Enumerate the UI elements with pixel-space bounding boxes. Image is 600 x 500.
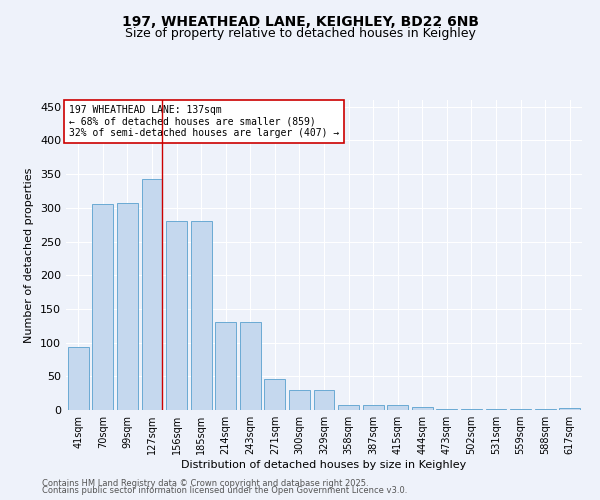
Bar — [240, 322, 261, 410]
Bar — [387, 406, 408, 410]
Text: Size of property relative to detached houses in Keighley: Size of property relative to detached ho… — [125, 28, 475, 40]
Bar — [289, 390, 310, 410]
Bar — [338, 404, 359, 410]
Bar — [412, 406, 433, 410]
Bar — [117, 203, 138, 410]
Bar — [559, 408, 580, 410]
X-axis label: Distribution of detached houses by size in Keighley: Distribution of detached houses by size … — [181, 460, 467, 470]
Text: 197, WHEATHEAD LANE, KEIGHLEY, BD22 6NB: 197, WHEATHEAD LANE, KEIGHLEY, BD22 6NB — [121, 15, 479, 29]
Bar — [265, 379, 286, 410]
Bar — [215, 322, 236, 410]
Text: 197 WHEATHEAD LANE: 137sqm
← 68% of detached houses are smaller (859)
32% of sem: 197 WHEATHEAD LANE: 137sqm ← 68% of deta… — [68, 104, 339, 138]
Bar — [436, 408, 457, 410]
Bar — [314, 390, 334, 410]
Text: Contains HM Land Registry data © Crown copyright and database right 2025.: Contains HM Land Registry data © Crown c… — [42, 478, 368, 488]
Bar — [68, 348, 89, 410]
Bar — [191, 222, 212, 410]
Bar — [362, 404, 383, 410]
Text: Contains public sector information licensed under the Open Government Licence v3: Contains public sector information licen… — [42, 486, 407, 495]
Bar — [142, 179, 163, 410]
Bar — [461, 408, 482, 410]
Y-axis label: Number of detached properties: Number of detached properties — [25, 168, 34, 342]
Bar — [166, 222, 187, 410]
Bar — [92, 204, 113, 410]
